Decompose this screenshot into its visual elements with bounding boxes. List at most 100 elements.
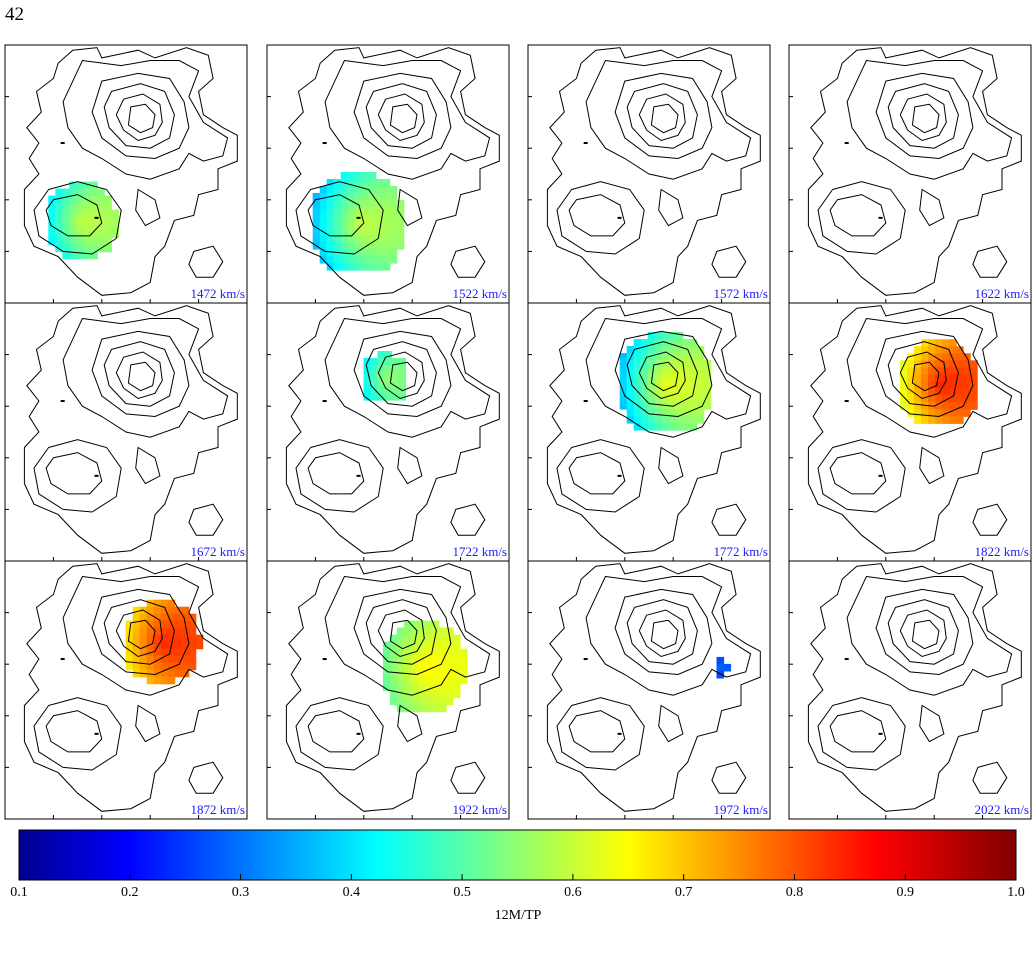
contour-line (135, 704, 161, 743)
contour-line (546, 563, 761, 812)
colorbar-tick-label: 0.7 (675, 885, 693, 900)
contour-line (324, 59, 491, 180)
contour-line (846, 317, 1013, 438)
contour-line (377, 93, 425, 142)
contour-line (285, 47, 500, 296)
contour-line (829, 710, 887, 753)
contour-line (911, 619, 940, 650)
contour-line (658, 704, 684, 743)
contour-line (23, 305, 238, 554)
contour-line (614, 588, 713, 676)
contour-line (285, 563, 500, 812)
velocity-label: 1522 km/s (452, 286, 507, 301)
contour-line (353, 588, 452, 676)
contour-line (919, 446, 945, 485)
colorbar-tick-label: 0.8 (786, 885, 804, 900)
ratio-blob (48, 181, 119, 260)
contour-line (658, 446, 684, 485)
contour-line (626, 599, 698, 665)
contour-line (899, 351, 947, 400)
contour-line (295, 697, 384, 771)
contour-line (807, 563, 1022, 812)
velocity-label: 1772 km/s (713, 544, 768, 559)
page-number: 42 (5, 4, 24, 25)
contour-line (62, 575, 229, 696)
contour-line (295, 181, 384, 255)
contour-line (365, 83, 437, 149)
contour-line (817, 181, 906, 255)
channel-panel: 1672 km/s (4, 302, 248, 562)
panel-frame (788, 560, 1032, 820)
contour-line (307, 194, 365, 237)
colorbar-tick-label: 0.2 (121, 885, 139, 900)
contour-line (353, 330, 452, 418)
channel-panel: 1772 km/s (527, 302, 771, 562)
channel-panel: 2022 km/s (788, 560, 1032, 820)
ratio-blob (716, 656, 732, 679)
velocity-label: 1472 km/s (190, 286, 245, 301)
contour-line (45, 452, 103, 495)
contour-line (450, 503, 486, 536)
contour-line (397, 188, 423, 227)
colorbar-tick-label: 1.0 (1007, 885, 1025, 900)
contour-line (324, 317, 491, 438)
contour-line (919, 704, 945, 743)
contour-line (585, 59, 752, 180)
contour-line (365, 341, 437, 407)
channel-panel: 1722 km/s (266, 302, 510, 562)
channel-panel: 1972 km/s (527, 560, 771, 820)
contour-line (62, 317, 229, 438)
colorbar-tick-label: 0.5 (453, 885, 471, 900)
contour-line (33, 439, 122, 513)
contour-line (33, 181, 122, 255)
ratio-blob (900, 339, 978, 424)
ratio-blob (382, 620, 468, 713)
contour-line (556, 697, 645, 771)
contour-line (638, 93, 686, 142)
contour-line (103, 599, 175, 665)
colorbar-tick-label: 0.4 (343, 885, 361, 900)
contour-line (389, 103, 418, 134)
contour-line (585, 575, 752, 696)
contour-line (711, 761, 747, 794)
contour-line (887, 83, 959, 149)
contour-line (568, 710, 626, 753)
contour-line (829, 452, 887, 495)
colorbar (18, 829, 1017, 881)
contour-line (585, 317, 752, 438)
contour-line (626, 83, 698, 149)
contour-line (450, 761, 486, 794)
contour-line (911, 103, 940, 134)
contour-line (23, 47, 238, 296)
contour-line (324, 575, 491, 696)
contour-line (45, 194, 103, 237)
contour-line (115, 93, 163, 142)
contour-line (899, 609, 947, 658)
contour-line (295, 439, 384, 513)
contour-line (62, 59, 229, 180)
contour-line (650, 619, 679, 650)
velocity-label: 1622 km/s (974, 286, 1029, 301)
contour-line (103, 341, 175, 407)
colorbar-label: 12M/TP (494, 908, 542, 923)
contour-line (638, 351, 686, 400)
contour-line (546, 305, 761, 554)
contour-line (875, 72, 974, 160)
colorbar-tick-label: 0.9 (896, 885, 914, 900)
contour-line (127, 619, 156, 650)
contour-line (614, 330, 713, 418)
contour-line (807, 305, 1022, 554)
contour-line (307, 710, 365, 753)
contour-line (626, 341, 698, 407)
contour-line (817, 697, 906, 771)
contour-line (846, 575, 1013, 696)
contour-line (817, 439, 906, 513)
velocity-label: 1672 km/s (190, 544, 245, 559)
contour-line (650, 103, 679, 134)
contour-line (389, 361, 418, 392)
channel-panel: 1622 km/s (788, 44, 1032, 304)
contour-line (450, 245, 486, 278)
channel-panel: 1922 km/s (266, 560, 510, 820)
contour-line (887, 341, 959, 407)
